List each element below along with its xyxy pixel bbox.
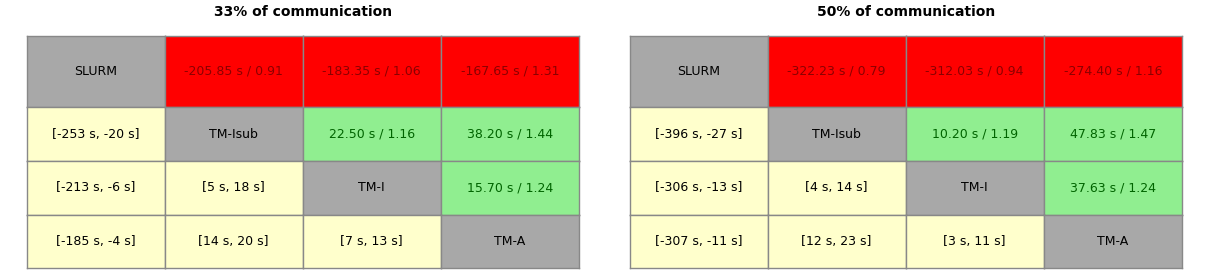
Text: [-307 s, -11 s]: [-307 s, -11 s]	[655, 235, 743, 248]
Text: SLURM: SLURM	[74, 65, 117, 78]
Text: 37.63 s / 1.24: 37.63 s / 1.24	[1070, 181, 1155, 194]
Text: [-213 s, -6 s]: [-213 s, -6 s]	[55, 181, 135, 194]
Text: -167.65 s / 1.31: -167.65 s / 1.31	[461, 65, 560, 78]
Text: [5 s, 18 s]: [5 s, 18 s]	[203, 181, 265, 194]
Text: 38.20 s / 1.44: 38.20 s / 1.44	[467, 128, 552, 141]
Text: [-253 s, -20 s]: [-253 s, -20 s]	[52, 128, 140, 141]
Text: TM-Isub: TM-Isub	[812, 128, 861, 141]
Text: [12 s, 23 s]: [12 s, 23 s]	[802, 235, 872, 248]
Text: [-185 s, -4 s]: [-185 s, -4 s]	[55, 235, 135, 248]
Text: TM-A: TM-A	[1097, 235, 1129, 248]
Text: [14 s, 20 s]: [14 s, 20 s]	[199, 235, 269, 248]
Text: [-306 s, -13 s]: [-306 s, -13 s]	[655, 181, 742, 194]
Text: -312.03 s / 0.94: -312.03 s / 0.94	[925, 65, 1024, 78]
Text: 15.70 s / 1.24: 15.70 s / 1.24	[467, 181, 554, 194]
Text: TM-Isub: TM-Isub	[209, 128, 258, 141]
Text: 47.83 s / 1.47: 47.83 s / 1.47	[1070, 128, 1157, 141]
Text: [4 s, 14 s]: [4 s, 14 s]	[806, 181, 868, 194]
Text: 50% of communication: 50% of communication	[816, 6, 995, 19]
Text: SLURM: SLURM	[677, 65, 720, 78]
Text: 10.20 s / 1.19: 10.20 s / 1.19	[932, 128, 1018, 141]
Text: [7 s, 13 s]: [7 s, 13 s]	[340, 235, 403, 248]
Text: 33% of communication: 33% of communication	[213, 6, 392, 19]
Text: 22.50 s / 1.16: 22.50 s / 1.16	[329, 128, 415, 141]
Text: -183.35 s / 1.06: -183.35 s / 1.06	[322, 65, 421, 78]
Text: TM-A: TM-A	[494, 235, 526, 248]
Text: -274.40 s / 1.16: -274.40 s / 1.16	[1064, 65, 1163, 78]
Text: [-396 s, -27 s]: [-396 s, -27 s]	[655, 128, 742, 141]
Text: -322.23 s / 0.79: -322.23 s / 0.79	[788, 65, 886, 78]
Text: [3 s, 11 s]: [3 s, 11 s]	[943, 235, 1006, 248]
Text: TM-I: TM-I	[961, 181, 988, 194]
Text: TM-I: TM-I	[358, 181, 385, 194]
Text: -205.85 s / 0.91: -205.85 s / 0.91	[185, 65, 283, 78]
